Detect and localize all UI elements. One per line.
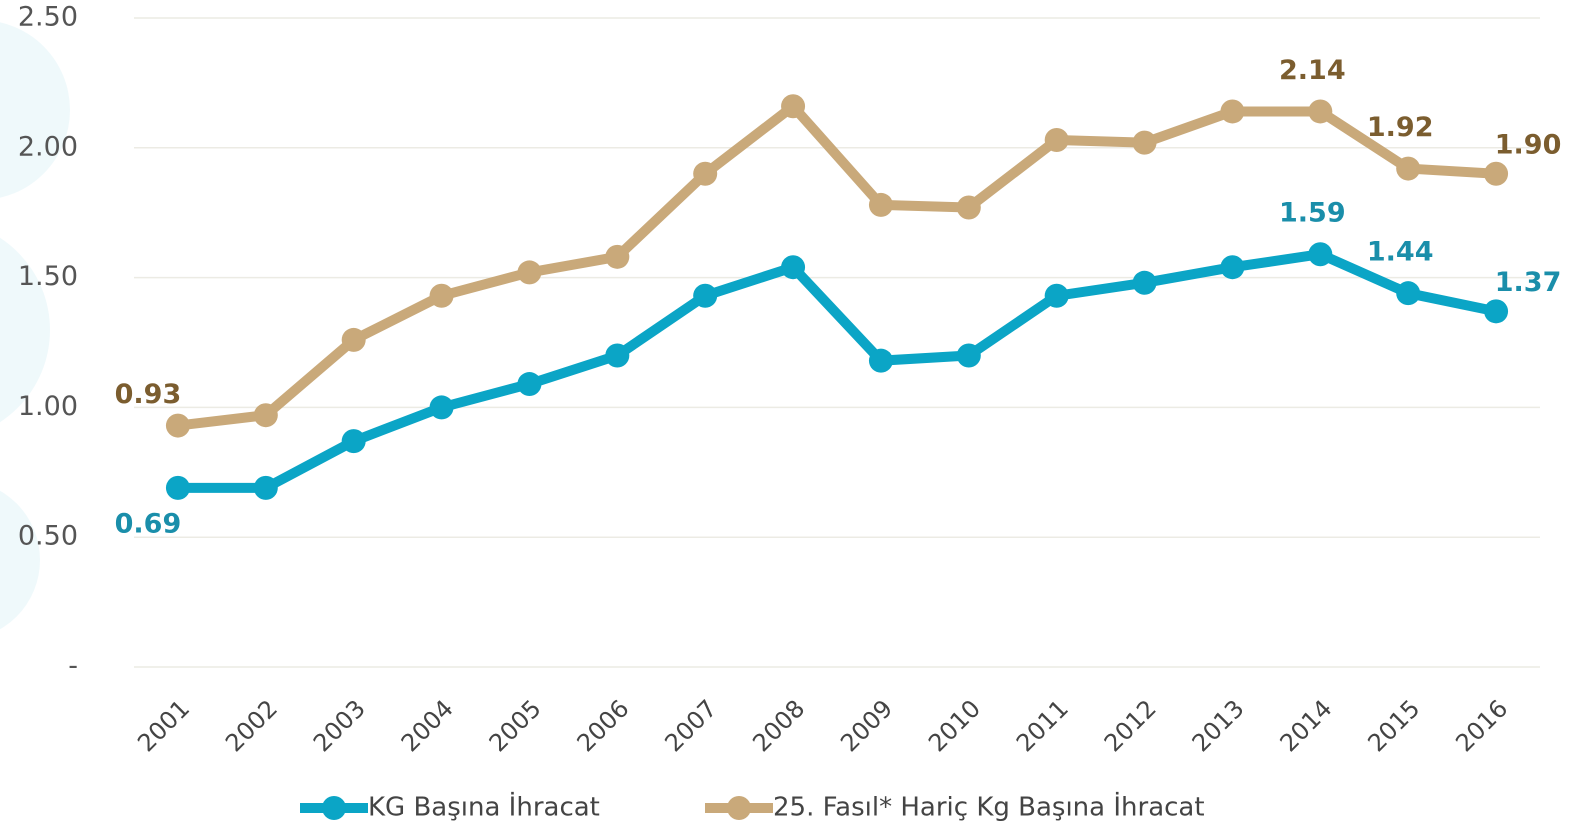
legend-label: KG Başına İhracat [368, 791, 600, 823]
decoration [0, 22, 70, 630]
point [868, 348, 893, 373]
series-line [177, 249, 1498, 493]
point [781, 94, 806, 119]
point [956, 343, 981, 368]
point [1220, 255, 1245, 280]
point [1132, 270, 1157, 295]
legend-label: 25. Fasıl* Hariç Kg Başına İhracat [773, 791, 1205, 823]
data-label: 1.44 [1367, 237, 1434, 268]
point [693, 283, 718, 308]
point [1396, 156, 1421, 181]
point [165, 413, 190, 438]
point [605, 343, 630, 368]
point [605, 244, 630, 269]
y-tick-label: 2.50 [18, 2, 78, 33]
point [517, 372, 542, 397]
point [1484, 299, 1509, 324]
point [341, 429, 366, 454]
point [165, 475, 190, 500]
point [253, 403, 278, 428]
y-tick-label: - [68, 651, 78, 682]
x-tick-label: 2006 [572, 694, 635, 757]
point [253, 475, 278, 500]
x-tick-label: 2014 [1275, 694, 1338, 757]
point [1308, 99, 1333, 124]
y-tick-label: 0.50 [18, 521, 78, 552]
data-label: 1.92 [1367, 112, 1434, 143]
data-label: 1.90 [1495, 129, 1562, 160]
point [1220, 99, 1245, 124]
legend-marker [727, 796, 751, 820]
data-label: 1.59 [1279, 198, 1346, 229]
x-tick-label: 2012 [1099, 694, 1162, 757]
point [1044, 128, 1069, 153]
x-tick-label: 2015 [1362, 694, 1425, 757]
x-tick-label: 2002 [220, 694, 283, 757]
point [1396, 281, 1421, 306]
x-tick-label: 2010 [923, 694, 986, 757]
y-tick-label: 2.00 [18, 131, 78, 162]
data-label: 1.37 [1495, 267, 1562, 298]
point [1044, 283, 1069, 308]
point [956, 195, 981, 220]
x-tick-label: 2004 [396, 694, 459, 757]
point [1308, 242, 1333, 267]
x-tick-label: 2001 [132, 694, 195, 757]
x-tick-label: 2003 [308, 694, 371, 757]
point [781, 255, 806, 280]
series-line [177, 101, 1497, 431]
y-tick-label: 1.50 [18, 261, 78, 292]
x-tick-label: 2005 [484, 694, 547, 757]
data-label: 0.93 [115, 379, 182, 410]
x-tick-label: 2013 [1187, 694, 1250, 757]
point [868, 192, 893, 217]
point [429, 283, 454, 308]
data-label: 0.69 [115, 508, 182, 539]
x-tick-label: 2009 [835, 694, 898, 757]
x-tick-label: 2011 [1011, 694, 1074, 757]
point [693, 161, 718, 186]
x-tick-label: 2016 [1450, 694, 1513, 757]
legend-marker [322, 796, 346, 820]
data-label: 2.14 [1279, 55, 1346, 86]
y-tick-label: 1.00 [18, 391, 78, 422]
point [1484, 161, 1509, 186]
point [1132, 130, 1157, 155]
point [429, 395, 454, 420]
x-tick-label: 2008 [747, 694, 810, 757]
x-tick-label: 2007 [659, 694, 722, 757]
point [517, 260, 542, 285]
point [341, 327, 366, 352]
